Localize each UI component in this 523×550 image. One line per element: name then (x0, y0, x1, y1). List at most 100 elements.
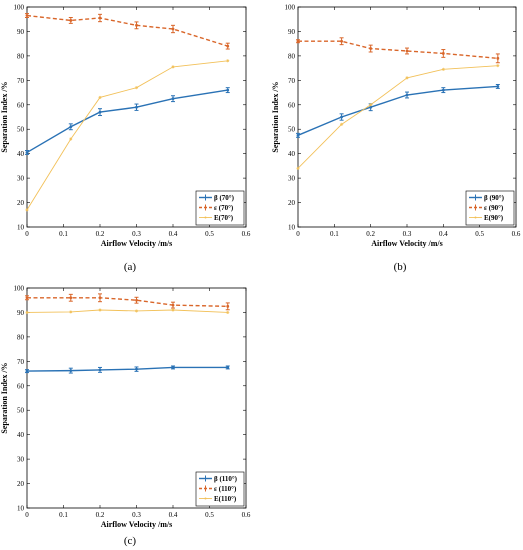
data-point (226, 310, 230, 315)
x-axis-label: Airflow Velocity /m/s (371, 239, 443, 248)
y-tick-label: 10 (17, 505, 25, 513)
series-epsilon (296, 37, 500, 64)
x-tick-label: 0.6 (512, 230, 521, 238)
panel-letter: (b) (394, 261, 407, 273)
legend-label-beta: β (110°) (214, 475, 238, 483)
x-tick-label: 0 (25, 230, 29, 238)
panel-letter: (c) (124, 535, 137, 547)
y-axis-label: Separation Index /% (0, 81, 9, 152)
chart-panel-1: 0 0.1 0.2 0.3 0.4 0.5 0.6 10 20 30 40 50 60 70 80 90 100… (0, 4, 251, 274)
y-tick-label: 80 (17, 52, 25, 60)
data-point (369, 105, 373, 109)
series-beta (296, 83, 500, 138)
data-point (171, 97, 175, 101)
data-point (171, 366, 175, 369)
y-tick-label: 40 (17, 150, 25, 158)
series-line-E (297, 65, 498, 169)
y-tick-label: 40 (17, 431, 25, 439)
series-E (25, 308, 230, 315)
legend-label-beta: β (90°) (484, 194, 505, 202)
y-tick-label: 50 (17, 407, 25, 415)
y-axis-label: Separation Index /% (271, 81, 280, 152)
data-point (496, 56, 500, 60)
data-point (171, 65, 175, 69)
data-point (69, 137, 73, 141)
data-point (98, 110, 102, 114)
x-tick-label: 0.6 (242, 230, 251, 238)
legend: β (70°) ε (70°) E(70°) (195, 190, 245, 226)
data-point (25, 14, 29, 17)
x-tick-label: 0.3 (132, 230, 141, 238)
y-tick-label: 60 (288, 101, 296, 109)
data-point (369, 103, 373, 107)
data-point (171, 27, 175, 31)
data-point (134, 86, 139, 90)
data-point (340, 115, 343, 119)
data-point (226, 304, 230, 308)
y-tick-label: 10 (17, 224, 25, 232)
data-point (171, 308, 175, 312)
x-tick-label: 0.4 (169, 230, 178, 238)
series-line-beta (297, 85, 498, 136)
y-tick-label: 100 (14, 4, 25, 12)
legend-marker (474, 216, 477, 219)
x-tick-label: 0.5 (205, 511, 214, 519)
legend-label-epsilon: ε (90°) (484, 204, 504, 212)
x-tick-label: 0.3 (403, 230, 412, 238)
x-tick-label: 0.5 (205, 230, 214, 238)
data-point (296, 39, 300, 43)
data-point (69, 296, 73, 300)
series-line-beta (26, 89, 228, 154)
data-point (226, 44, 230, 48)
y-tick-label: 30 (17, 175, 25, 183)
data-point (226, 366, 230, 369)
y-axis-label: Separation Index /% (0, 362, 9, 433)
y-tick-label: 80 (17, 333, 25, 341)
x-tick-label: 0.2 (366, 230, 375, 238)
x-tick-label: 0.4 (439, 230, 448, 238)
y-tick-label: 60 (17, 382, 25, 390)
data-point (135, 367, 138, 371)
series-E (25, 59, 230, 212)
series-line-E (26, 60, 228, 211)
y-tick-label: 90 (17, 309, 25, 317)
x-tick-label: 0.1 (59, 511, 68, 519)
legend-label-epsilon: ε (70°) (214, 204, 234, 212)
legend: β (90°) ε (90°) E(90°) (465, 190, 515, 226)
data-point (134, 309, 139, 313)
y-tick-label: 50 (17, 126, 25, 134)
y-tick-label: 10 (288, 224, 296, 232)
y-tick-label: 100 (285, 4, 296, 12)
y-tick-label: 20 (17, 480, 25, 488)
x-tick-label: 0.6 (242, 511, 251, 519)
data-point (69, 19, 73, 22)
data-point (405, 76, 409, 80)
data-point (296, 133, 300, 137)
data-point (69, 310, 73, 314)
data-point (98, 368, 102, 372)
y-tick-label: 80 (288, 52, 296, 60)
data-point (369, 47, 373, 50)
series-epsilon (25, 13, 230, 50)
data-point (98, 16, 102, 20)
y-tick-label: 60 (17, 101, 25, 109)
legend-marker (204, 497, 207, 500)
legend-label-epsilon: ε (110°) (214, 485, 237, 493)
data-point (171, 303, 175, 307)
legend-label-E: E(70°) (214, 214, 234, 222)
data-point (98, 296, 102, 300)
legend-label-E: E(90°) (484, 214, 504, 222)
chart-panel-2: 0 0.1 0.2 0.3 0.4 0.5 0.6 10 20 30 40 50 60 70 80 90 100… (271, 4, 521, 274)
x-tick-label: 0 (25, 511, 29, 519)
data-point (496, 85, 500, 88)
y-tick-label: 90 (288, 28, 296, 36)
series-beta (25, 365, 230, 374)
data-point (25, 369, 29, 373)
data-point (98, 308, 102, 312)
series-E (296, 64, 500, 170)
data-point (496, 64, 500, 68)
series-beta (25, 87, 230, 155)
x-tick-label: 0.1 (330, 230, 339, 238)
series-line-beta (26, 366, 228, 372)
